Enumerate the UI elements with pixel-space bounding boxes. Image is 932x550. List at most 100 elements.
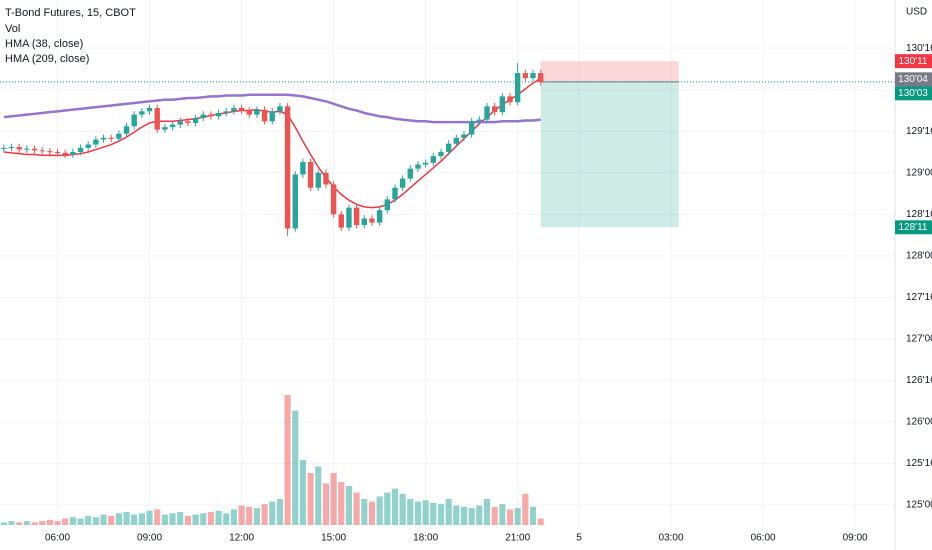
volume-bar — [506, 509, 514, 525]
candle-body — [338, 214, 344, 228]
volume-bar — [246, 506, 253, 525]
volume-bar — [322, 483, 330, 525]
volume-bar — [430, 502, 437, 525]
volume-bar — [338, 482, 345, 525]
candle-body — [399, 178, 406, 188]
volume-bar — [77, 518, 84, 525]
grid — [0, 0, 895, 530]
x-tick-label: 09:00 — [137, 533, 162, 544]
y-tick-label: 127'00 — [906, 334, 932, 345]
y-tick-label: 130'16 — [906, 43, 932, 54]
volume-bar — [276, 499, 283, 525]
y-tick-label: 128'16 — [906, 209, 932, 220]
candle-body — [162, 127, 168, 130]
candle-body — [185, 121, 191, 123]
candle-body — [468, 121, 475, 135]
candle-body — [39, 150, 45, 152]
volume-bar — [261, 504, 268, 525]
volume-bar — [146, 510, 153, 525]
candle-body — [392, 187, 398, 200]
x-tick-label: 21:00 — [505, 533, 530, 544]
volume-bar — [39, 521, 46, 525]
volume-bar — [230, 509, 237, 525]
price-tag — [895, 220, 932, 235]
y-tick-label: 129'00 — [906, 167, 932, 178]
y-tick-label: 128'00 — [906, 251, 932, 262]
candle-body — [407, 168, 413, 179]
volume-bar — [483, 499, 491, 525]
candle-body — [254, 109, 260, 115]
candle-body — [154, 107, 160, 130]
candle-body — [116, 133, 122, 139]
stop-zone — [540, 61, 679, 82]
candle-body — [77, 147, 84, 153]
candle-body — [85, 144, 91, 148]
price-tag — [895, 86, 932, 101]
candle-body — [16, 147, 22, 150]
volume-bar — [476, 505, 483, 525]
candle-body — [1, 147, 7, 149]
price-tag — [895, 72, 932, 87]
y-tick-label: 125'16 — [906, 458, 932, 469]
candle-body — [146, 107, 153, 112]
volume-bar — [108, 515, 115, 525]
volume-bar — [368, 501, 376, 525]
candle-body — [461, 134, 467, 138]
candle-body — [445, 143, 452, 153]
volume-bar — [330, 473, 337, 525]
volume-bar — [269, 501, 276, 525]
volume-bar — [0, 522, 7, 525]
target-zone — [540, 81, 679, 228]
x-tick-label: 06:00 — [751, 533, 776, 544]
volume-bar — [537, 518, 544, 525]
currency-label: USD — [906, 7, 927, 18]
candle-body — [62, 152, 68, 155]
candle-body — [70, 152, 76, 155]
candle-body — [415, 164, 421, 169]
volume-bar — [460, 506, 468, 525]
x-tick-label: 12:00 — [229, 533, 254, 544]
candle-body — [438, 152, 444, 157]
volume-bar — [62, 518, 69, 525]
price-tag-label: 130'03 — [898, 88, 928, 99]
price-tag-label: 128'11 — [899, 222, 928, 233]
candle-body — [292, 174, 298, 229]
candle-body — [422, 162, 429, 165]
candle-body — [169, 124, 176, 128]
volume-bar — [215, 510, 222, 525]
volume-bar — [115, 513, 122, 525]
price-tag — [895, 54, 932, 69]
candle-body — [384, 199, 390, 211]
candle-body — [93, 139, 99, 145]
candle-body — [346, 207, 352, 228]
volume-bar — [23, 521, 30, 525]
volume-bar — [169, 513, 176, 525]
volume-bar — [8, 521, 15, 525]
candle-body — [139, 111, 145, 115]
y-tick-label: 127'16 — [906, 292, 932, 303]
y-tick-label: 129'16 — [906, 126, 932, 137]
axes: 125'00 125'16 126'00 126'16 127'00 127'16 128'… — [45, 43, 932, 544]
candle-body — [200, 114, 206, 118]
candle-body — [238, 107, 245, 111]
volume-bar — [207, 512, 214, 525]
candle-body — [269, 111, 275, 122]
volume-bar — [200, 513, 207, 525]
volume-bar — [154, 509, 161, 525]
legend-entry: HMA (209, close) — [5, 53, 89, 65]
volume-bar — [491, 506, 498, 525]
candle-body — [54, 152, 61, 154]
chart-title: T-Bond Futures, 15, CBOT — [5, 7, 136, 19]
volume-bar — [529, 506, 537, 525]
x-tick-label: 09:00 — [843, 533, 868, 544]
candle-body — [208, 114, 214, 117]
candle-body — [108, 137, 114, 139]
candle-body — [100, 137, 107, 140]
volume-bar — [131, 514, 138, 525]
volume-bar — [407, 499, 414, 525]
x-tick-label: 15:00 — [321, 533, 346, 544]
candle-body — [192, 117, 199, 123]
candle-body — [223, 111, 229, 113]
